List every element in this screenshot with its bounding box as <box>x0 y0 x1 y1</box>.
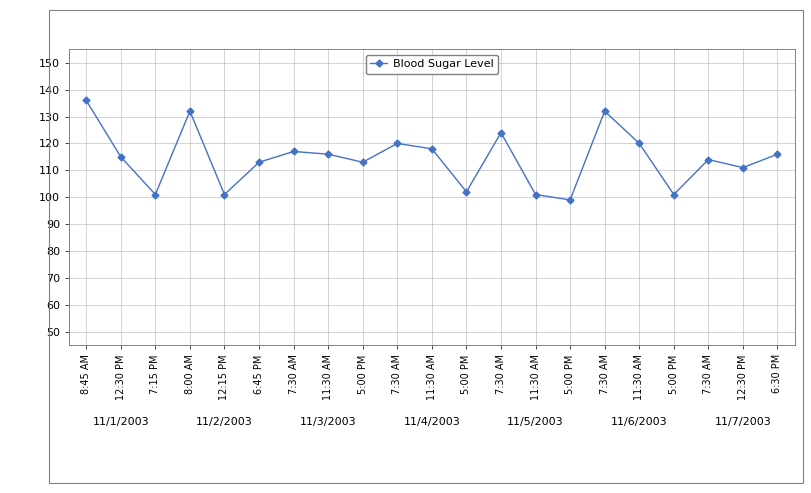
Blood Sugar Level <box>496 130 506 136</box>
Text: 11/3/2003: 11/3/2003 <box>300 417 357 427</box>
Blood Sugar Level <box>738 165 748 171</box>
Blood Sugar Level <box>600 108 610 114</box>
Text: 11/7/2003: 11/7/2003 <box>714 417 771 427</box>
Blood Sugar Level <box>530 192 540 198</box>
Blood Sugar Level <box>185 108 195 114</box>
Line: Blood Sugar Level: Blood Sugar Level <box>84 98 780 202</box>
Blood Sugar Level <box>461 189 471 195</box>
Blood Sugar Level <box>703 157 713 163</box>
Blood Sugar Level <box>254 159 264 165</box>
Blood Sugar Level <box>393 141 402 146</box>
Blood Sugar Level <box>358 159 367 165</box>
Text: 11/1/2003: 11/1/2003 <box>92 417 149 427</box>
Legend: Blood Sugar Level: Blood Sugar Level <box>366 55 498 74</box>
Text: 11/4/2003: 11/4/2003 <box>404 417 460 427</box>
Blood Sugar Level <box>81 98 91 104</box>
Blood Sugar Level <box>565 197 575 203</box>
Blood Sugar Level <box>634 141 644 146</box>
Text: 11/2/2003: 11/2/2003 <box>196 417 253 427</box>
Blood Sugar Level <box>220 192 230 198</box>
Blood Sugar Level <box>151 192 161 198</box>
Text: 11/6/2003: 11/6/2003 <box>611 417 667 427</box>
Blood Sugar Level <box>773 151 783 157</box>
Blood Sugar Level <box>324 151 333 157</box>
Blood Sugar Level <box>669 192 679 198</box>
Blood Sugar Level <box>289 148 298 154</box>
Blood Sugar Level <box>116 154 126 160</box>
Blood Sugar Level <box>427 146 436 152</box>
Text: 11/5/2003: 11/5/2003 <box>507 417 564 427</box>
